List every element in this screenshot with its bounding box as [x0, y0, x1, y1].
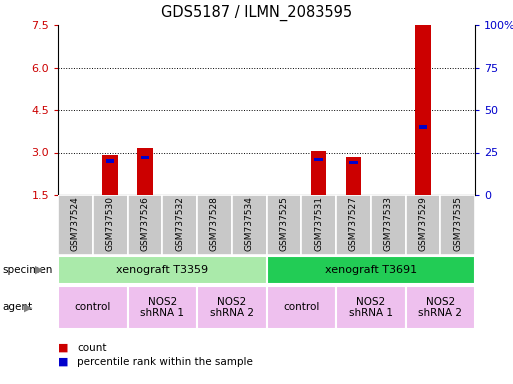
Bar [141, 156, 149, 159]
Bar [336, 195, 371, 255]
Bar [336, 286, 405, 329]
Text: GSM737524: GSM737524 [71, 197, 80, 251]
Text: GSM737533: GSM737533 [384, 196, 392, 251]
Text: GSM737525: GSM737525 [280, 196, 288, 251]
Bar [314, 157, 323, 161]
Bar [93, 195, 128, 255]
Text: percentile rank within the sample: percentile rank within the sample [77, 357, 253, 367]
Bar [58, 286, 128, 329]
Text: control: control [74, 303, 111, 313]
Text: control: control [283, 303, 320, 313]
Bar [137, 148, 153, 195]
Text: count: count [77, 343, 107, 353]
Bar [128, 286, 197, 329]
Text: GSM737528: GSM737528 [210, 196, 219, 251]
Text: agent: agent [3, 303, 33, 313]
Bar [301, 195, 336, 255]
Bar [415, 25, 431, 195]
Text: NOS2
shRNA 1: NOS2 shRNA 1 [349, 297, 393, 318]
Bar [197, 286, 266, 329]
Bar [311, 151, 326, 195]
Text: GSM737534: GSM737534 [245, 196, 253, 251]
Bar [405, 286, 475, 329]
Text: ■: ■ [58, 357, 69, 367]
Bar [266, 195, 301, 255]
Text: NOS2
shRNA 2: NOS2 shRNA 2 [418, 297, 462, 318]
Text: GSM737532: GSM737532 [175, 196, 184, 251]
Bar [371, 195, 405, 255]
Text: ▶: ▶ [35, 265, 44, 275]
Text: xenograft T3359: xenograft T3359 [116, 265, 208, 275]
Bar [405, 195, 440, 255]
Text: NOS2
shRNA 1: NOS2 shRNA 1 [140, 297, 184, 318]
Bar [349, 161, 358, 164]
Bar [102, 156, 118, 195]
Text: GSM737535: GSM737535 [453, 196, 462, 251]
Bar [232, 195, 266, 255]
Text: ▶: ▶ [24, 303, 32, 313]
Text: GSM737529: GSM737529 [419, 196, 427, 251]
Bar [58, 256, 266, 285]
Text: ■: ■ [58, 343, 69, 353]
Bar [106, 159, 114, 163]
Text: GDS5187 / ILMN_2083595: GDS5187 / ILMN_2083595 [161, 5, 352, 21]
Text: GSM737530: GSM737530 [106, 196, 114, 251]
Bar [197, 195, 232, 255]
Text: xenograft T3691: xenograft T3691 [325, 265, 417, 275]
Bar [58, 195, 93, 255]
Text: NOS2
shRNA 2: NOS2 shRNA 2 [210, 297, 254, 318]
Bar [266, 256, 475, 285]
Text: specimen: specimen [3, 265, 53, 275]
Bar [266, 286, 336, 329]
Text: GSM737531: GSM737531 [314, 196, 323, 251]
Text: GSM737527: GSM737527 [349, 196, 358, 251]
Text: GSM737526: GSM737526 [141, 196, 149, 251]
Bar [419, 125, 427, 129]
Bar [128, 195, 162, 255]
Bar [440, 195, 475, 255]
Bar [162, 195, 197, 255]
Bar [346, 157, 361, 195]
